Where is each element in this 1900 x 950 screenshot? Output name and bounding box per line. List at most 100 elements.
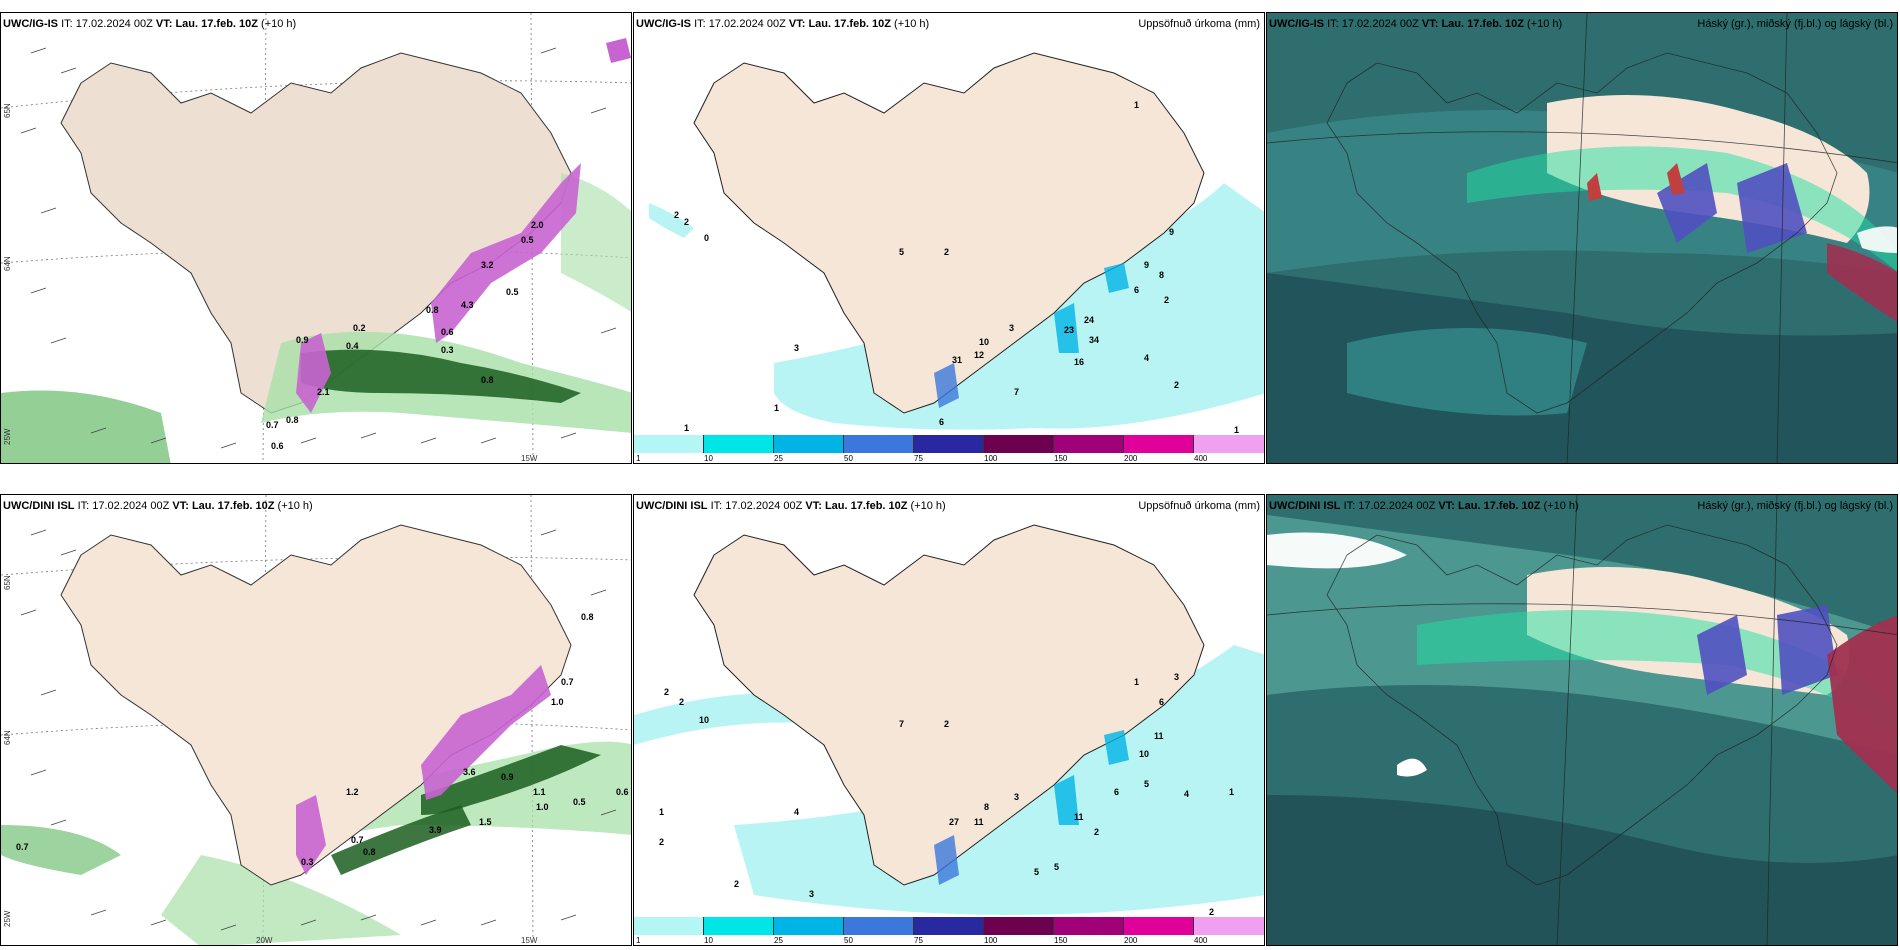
svg-text:3.9: 3.9 <box>429 825 442 835</box>
colorbar-box-6 <box>1054 917 1124 935</box>
colorbar-tick: 100 <box>984 454 998 463</box>
svg-text:34: 34 <box>1089 335 1099 345</box>
svg-text:8: 8 <box>984 802 989 812</box>
lon-label: 15W <box>521 936 538 945</box>
svg-text:1: 1 <box>1229 787 1234 797</box>
svg-text:5: 5 <box>1034 867 1039 877</box>
svg-text:2: 2 <box>679 697 684 707</box>
svg-text:9: 9 <box>1144 260 1149 270</box>
colorbar-tick: 10 <box>704 454 713 463</box>
svg-text:1: 1 <box>774 403 779 413</box>
wind-map-panel-top: 0.8 0.7 0.8 0.6 0.5 2.1 0.9 0.4 0.2 0.3 … <box>0 12 632 464</box>
svg-text:10: 10 <box>979 337 989 347</box>
svg-text:1.5: 1.5 <box>479 817 492 827</box>
svg-text:1.2: 1.2 <box>346 787 359 797</box>
svg-text:7: 7 <box>899 719 904 729</box>
colorbar-tick: 400 <box>1194 454 1208 463</box>
svg-text:0.2: 0.2 <box>353 323 366 333</box>
svg-text:0.8: 0.8 <box>363 847 376 857</box>
svg-text:0.9: 0.9 <box>501 772 514 782</box>
svg-text:2: 2 <box>944 719 949 729</box>
svg-text:11: 11 <box>974 817 984 827</box>
svg-text:1: 1 <box>684 423 689 433</box>
svg-text:3: 3 <box>1014 792 1019 802</box>
svg-text:0.3: 0.3 <box>301 857 314 867</box>
svg-text:10: 10 <box>699 715 709 725</box>
wind-map-top: 0.8 0.7 0.8 0.6 0.5 2.1 0.9 0.4 0.2 0.3 … <box>1 13 631 463</box>
lat-label: 65N <box>3 575 12 590</box>
svg-text:3: 3 <box>1009 323 1014 333</box>
colorbar-box-4 <box>914 435 984 453</box>
svg-text:2: 2 <box>684 217 689 227</box>
svg-text:2: 2 <box>1209 907 1214 917</box>
colorbar-tick: 75 <box>914 454 923 463</box>
panel-header: UWC/IG-IS IT: 17.02.2024 00Z VT: Lau. 17… <box>3 18 297 30</box>
wind-contour-labels: 0.8 0.7 0.8 0.6 0.5 2.1 0.9 0.4 0.2 0.3 … <box>266 220 544 451</box>
colorbar-tick: 25 <box>774 454 783 463</box>
colorbar-box-7 <box>1124 917 1194 935</box>
colorbar-box-1 <box>704 435 774 453</box>
cloud-map-panel-bottom: UWC/DINI ISL IT: 17.02.2024 00Z VT: Lau.… <box>1266 494 1898 946</box>
svg-text:2: 2 <box>659 837 664 847</box>
svg-text:11: 11 <box>1074 812 1084 822</box>
svg-text:7: 7 <box>1014 387 1019 397</box>
cloud-map-bottom <box>1267 495 1897 945</box>
lat-label: 64N <box>3 256 12 271</box>
svg-text:2: 2 <box>1164 295 1169 305</box>
svg-text:23: 23 <box>1064 325 1074 335</box>
colorbar-tick: 50 <box>844 936 853 945</box>
colorbar-tick: 150 <box>1054 936 1068 945</box>
svg-text:1: 1 <box>1134 100 1139 110</box>
svg-text:1: 1 <box>1234 425 1239 435</box>
panel-header: UWC/DINI ISL IT: 17.02.2024 00Z VT: Lau.… <box>3 500 313 512</box>
colorbar-tick: 200 <box>1124 454 1138 463</box>
svg-text:0.8: 0.8 <box>481 375 494 385</box>
colorbar-box-3 <box>844 917 914 935</box>
colorbar-tick: 400 <box>1194 936 1208 945</box>
colorbar-box-6 <box>1054 435 1124 453</box>
colorbar-tick: 1 <box>636 454 641 463</box>
precip-map-panel-bottom: 2 2 10 7 2 4 1 2 2 3 27 11 8 3 5 5 2 11 … <box>633 494 1265 946</box>
svg-text:16: 16 <box>1074 357 1084 367</box>
cloud-title: Háský (gr.), miðský (fj.bl.) og lágský (… <box>1697 500 1893 512</box>
colorbar-box-4 <box>914 917 984 935</box>
precip-map-top: 1 2 2 0 5 2 3 1 1 10 3 12 31 7 6 16 4 2 … <box>634 13 1264 437</box>
precip-labels: 1 2 2 0 5 2 3 1 1 10 3 12 31 7 6 16 4 2 … <box>674 100 1239 435</box>
cloud-map-top <box>1267 13 1897 463</box>
svg-text:0.8: 0.8 <box>286 415 299 425</box>
svg-text:3: 3 <box>1174 672 1179 682</box>
svg-text:5: 5 <box>1054 862 1059 872</box>
colorbar-box-3 <box>844 435 914 453</box>
lon-label: 20W <box>256 936 273 945</box>
precip-labels: 2 2 10 7 2 4 1 2 2 3 27 11 8 3 5 5 2 11 … <box>659 672 1234 917</box>
svg-text:4.3: 4.3 <box>461 300 474 310</box>
svg-text:6: 6 <box>1159 697 1164 707</box>
colorbar: 1 10 25 50 75 100 150 200 400 <box>634 917 1264 945</box>
svg-text:4: 4 <box>1144 353 1149 363</box>
svg-text:1: 1 <box>659 807 664 817</box>
precip-title: Uppsöfnuð úrkoma (mm) <box>1138 18 1260 30</box>
precip-title: Uppsöfnuð úrkoma (mm) <box>1138 500 1260 512</box>
svg-text:1.0: 1.0 <box>551 697 564 707</box>
svg-text:0.9: 0.9 <box>296 335 309 345</box>
svg-text:3.2: 3.2 <box>481 260 494 270</box>
colorbar-tick: 150 <box>1054 454 1068 463</box>
svg-text:2: 2 <box>1094 827 1099 837</box>
colorbar-box-0 <box>634 917 704 935</box>
svg-text:27: 27 <box>949 817 959 827</box>
panel-header: UWC/DINI ISL IT: 17.02.2024 00Z VT: Lau.… <box>636 500 946 512</box>
svg-text:0.7: 0.7 <box>561 677 574 687</box>
svg-text:0.6: 0.6 <box>271 441 284 451</box>
svg-text:3.6: 3.6 <box>463 767 476 777</box>
wind-map-bottom: 0.7 0.8 0.7 0.3 1.2 3.9 1.5 1.0 0.5 0.6 … <box>1 495 631 945</box>
svg-text:0.7: 0.7 <box>266 420 279 430</box>
svg-text:4: 4 <box>794 807 799 817</box>
cloud-title: Háský (gr.), miðský (fj.bl.) og lágský (… <box>1697 18 1893 30</box>
colorbar-tick: 75 <box>914 936 923 945</box>
svg-text:5: 5 <box>1144 779 1149 789</box>
panel-header: UWC/DINI ISL IT: 17.02.2024 00Z VT: Lau.… <box>1269 500 1579 512</box>
svg-text:0.7: 0.7 <box>16 842 29 852</box>
svg-text:0.6: 0.6 <box>441 327 454 337</box>
colorbar-tick: 1 <box>636 936 641 945</box>
svg-text:24: 24 <box>1084 315 1094 325</box>
